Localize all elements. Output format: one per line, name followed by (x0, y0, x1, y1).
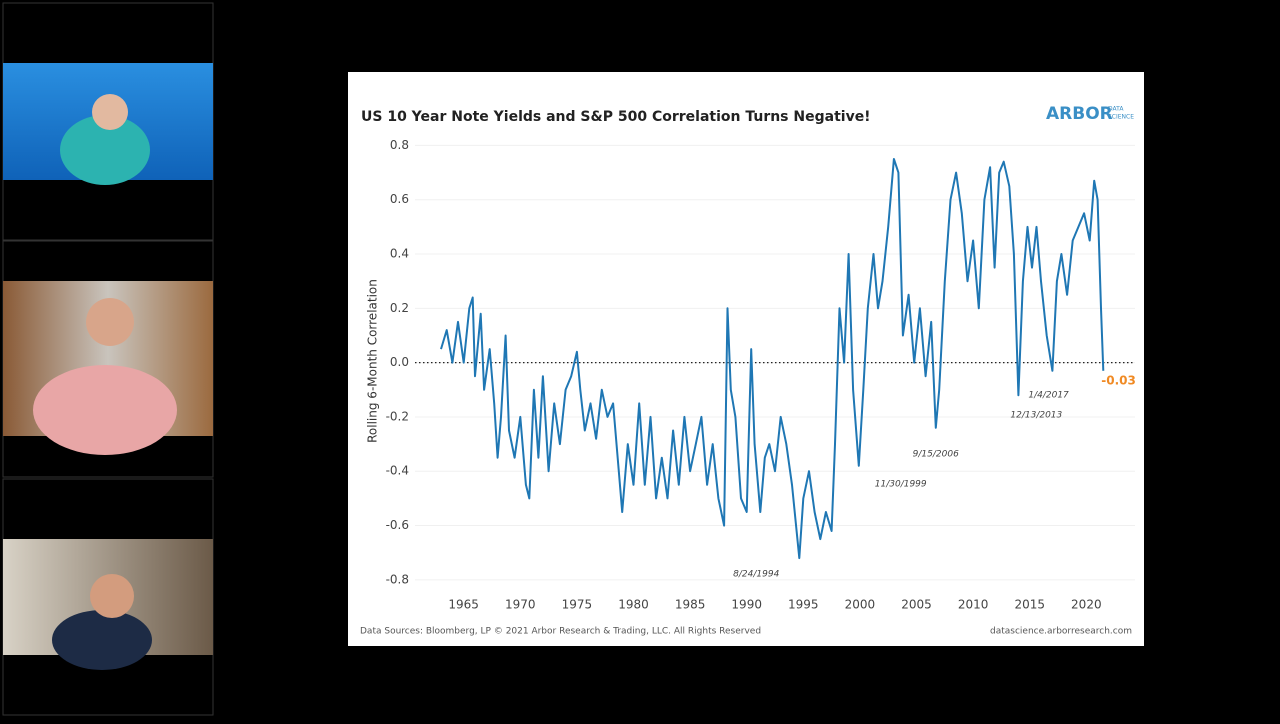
y-tick-label: 0.2 (390, 301, 409, 315)
y-tick-label: -0.6 (386, 518, 409, 532)
url: datascience.arborresearch.com (990, 627, 1132, 637)
annotation: -0.03 (1101, 373, 1136, 387)
x-tick-label: 2005 (901, 598, 932, 612)
x-tick-label: 1970 (505, 598, 536, 612)
logo: ARBOR (1046, 104, 1113, 124)
participant-head (86, 298, 134, 346)
annotation: 8/24/1994 (733, 570, 779, 580)
x-tick-label: 1985 (675, 598, 706, 612)
x-tick-label: 2010 (958, 598, 989, 612)
y-tick-label: 0.8 (390, 138, 409, 152)
logo-sub: SCIENCE (1108, 114, 1134, 121)
annotation: 12/13/2013 (1010, 411, 1062, 421)
x-tick-label: 2015 (1014, 598, 1045, 612)
x-tick-label: 1990 (731, 598, 762, 612)
x-tick-label: 2020 (1071, 598, 1102, 612)
annotation: 1/4/2017 (1028, 390, 1069, 400)
participant (33, 365, 177, 455)
annotation: 11/30/1999 (875, 479, 927, 489)
x-tick-label: 1980 (618, 598, 649, 612)
y-tick-label: 0.0 (390, 355, 409, 369)
chart-title: US 10 Year Note Yields and S&P 500 Corre… (361, 109, 871, 125)
y-tick-label: -0.8 (386, 572, 409, 586)
x-tick-label: 2000 (845, 598, 876, 612)
series-line (440, 158, 1105, 560)
x-tick-label: 1965 (448, 598, 479, 612)
chart-card (348, 72, 1144, 646)
y-tick-label: 0.4 (390, 247, 409, 261)
logo-sub: DATA (1108, 106, 1124, 113)
participant-head (92, 94, 128, 130)
y-axis-label: Rolling 6-Month Correlation (366, 279, 380, 443)
annotation: 9/15/2006 (913, 449, 959, 459)
y-tick-label: -0.2 (386, 409, 409, 423)
y-tick-label: 0.6 (390, 192, 409, 206)
x-tick-label: 1995 (788, 598, 819, 612)
participant (60, 115, 150, 185)
x-tick-label: 1975 (562, 598, 593, 612)
participant-head (90, 574, 134, 618)
y-tick-label: -0.4 (386, 464, 409, 478)
participant (52, 610, 152, 670)
source: Data Sources: Bloomberg, LP © 2021 Arbor… (360, 627, 761, 637)
